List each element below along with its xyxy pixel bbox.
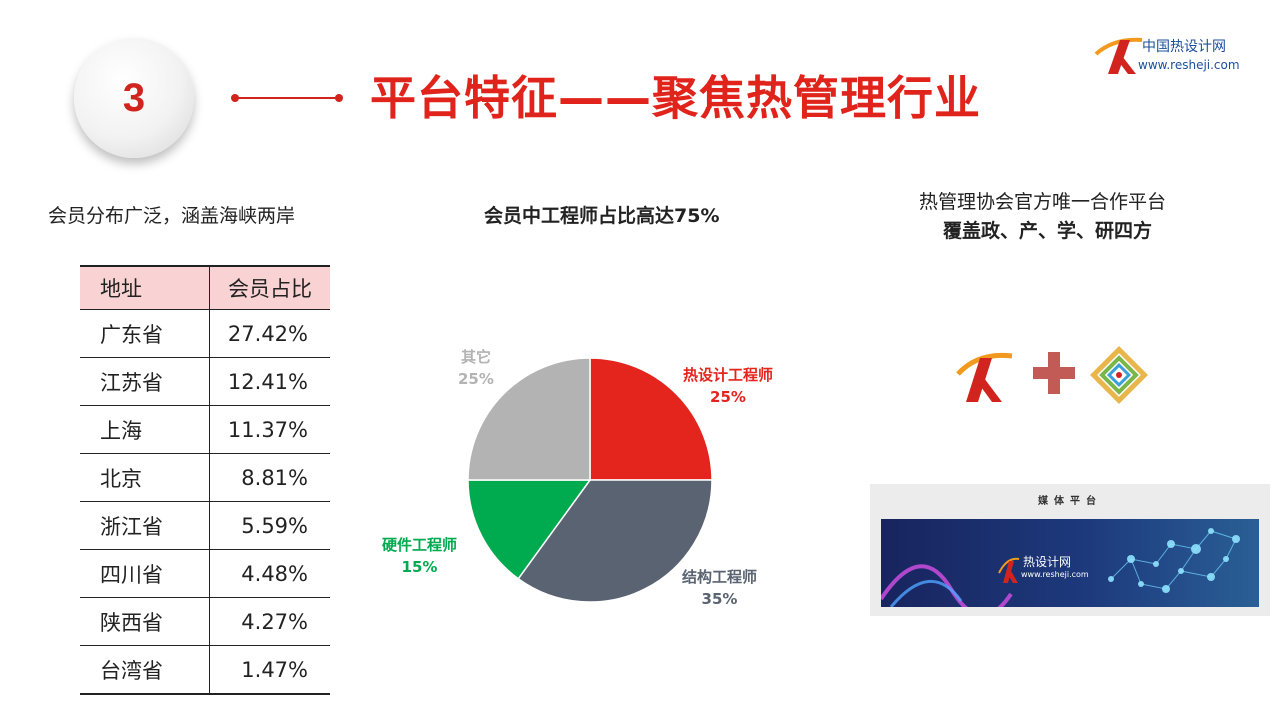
member-distribution-caption: 会员分布广泛，涵盖海峡两岸 — [48, 205, 296, 227]
resheji-partner-logo-icon — [956, 352, 1013, 402]
region-cell: 广东省 — [80, 309, 210, 358]
section-number-badge: 3 — [74, 38, 194, 158]
share-cell: 8.81% — [209, 453, 330, 502]
region-cell: 台湾省 — [80, 645, 210, 695]
share-cell: 5.59% — [209, 501, 330, 550]
member-region-table: 地址 会员占比 广东省 27.42% 江苏省 12.41% 上海 11.37% 北京 8… — [80, 265, 330, 695]
share-cell: 27.42% — [209, 309, 330, 358]
table-row: 上海 11.37% — [80, 405, 330, 454]
pie-label-value: 35% — [701, 590, 738, 608]
pie-slice-hardware-engineer — [467, 479, 592, 580]
media-banner-url: www.resheji.com — [1021, 570, 1089, 579]
media-platform-panel: 媒体平台 热设计网 www.resheji.com — [870, 484, 1270, 616]
pie-label-other: 其它 25% — [458, 346, 494, 390]
pie-label-value: 15% — [401, 558, 438, 576]
column-header-member-share: 会员占比 — [209, 265, 330, 310]
resheji-logo-icon — [1094, 37, 1143, 74]
pie-label-thermal-engineer: 热设计工程师 25% — [683, 364, 773, 408]
media-banner-image: 热设计网 www.resheji.com — [881, 519, 1259, 607]
region-cell: 北京 — [80, 453, 210, 502]
region-cell: 浙江省 — [80, 501, 210, 550]
pie-label-name: 热设计工程师 — [683, 366, 774, 384]
title-divider-line — [235, 97, 339, 99]
table-row: 陕西省 4.27% — [80, 597, 330, 646]
partnership-caption-line2: 覆盖政、产、学、研四方 — [943, 220, 1153, 242]
logo-name: 中国热设计网 — [1142, 39, 1226, 55]
region-cell: 江苏省 — [80, 357, 210, 406]
share-cell: 4.27% — [209, 597, 330, 646]
table-row: 江苏省 12.41% — [80, 357, 330, 406]
region-cell: 四川省 — [80, 549, 210, 598]
media-banner-name: 热设计网 — [1023, 555, 1072, 569]
engineer-pie-chart — [467, 357, 713, 603]
region-cell: 上海 — [80, 405, 210, 454]
media-platform-title: 媒体平台 — [1038, 496, 1102, 507]
thermal-association-logo-icon — [1090, 346, 1148, 404]
pie-slice-thermal-engineer — [589, 357, 713, 481]
pie-label-name: 结构工程师 — [682, 568, 758, 586]
pie-label-value: 25% — [458, 370, 494, 388]
pie-slice-other — [467, 357, 591, 481]
engineer-share-caption: 会员中工程师占比高达75% — [484, 205, 720, 227]
logo-url: www.resheji.com — [1138, 58, 1240, 72]
pie-slice-structure-engineer — [517, 479, 713, 603]
pie-label-value: 25% — [710, 388, 746, 406]
share-cell: 12.41% — [209, 357, 330, 406]
title-line-end-dot — [335, 94, 343, 102]
pie-label-name: 硬件工程师 — [382, 536, 458, 554]
pie-label-name: 其它 — [460, 348, 491, 366]
region-cell: 陕西省 — [80, 597, 210, 646]
section-number: 3 — [122, 75, 146, 120]
share-cell: 11.37% — [209, 405, 330, 454]
molecule-pattern-icon — [881, 528, 1240, 607]
table-row: 四川省 4.48% — [80, 549, 330, 598]
pie-label-hardware-engineer: 硬件工程师 15% — [382, 534, 457, 578]
table-row: 广东省 27.42% — [80, 309, 330, 358]
table-row: 浙江省 5.59% — [80, 501, 330, 550]
plus-sign-vertical — [1048, 352, 1060, 394]
partnership-caption-line1: 热管理协会官方唯一合作平台 — [919, 191, 1167, 213]
table-header-row: 地址 会员占比 — [80, 265, 330, 310]
page-title: 平台特征——聚焦热管理行业 — [370, 71, 981, 125]
share-cell: 1.47% — [209, 645, 330, 695]
pie-label-structure-engineer: 结构工程师 35% — [682, 566, 757, 610]
share-cell: 4.48% — [209, 549, 330, 598]
table-row: 北京 8.81% — [80, 453, 330, 502]
column-header-address: 地址 — [80, 265, 210, 310]
table-row: 台湾省 1.47% — [80, 645, 330, 695]
